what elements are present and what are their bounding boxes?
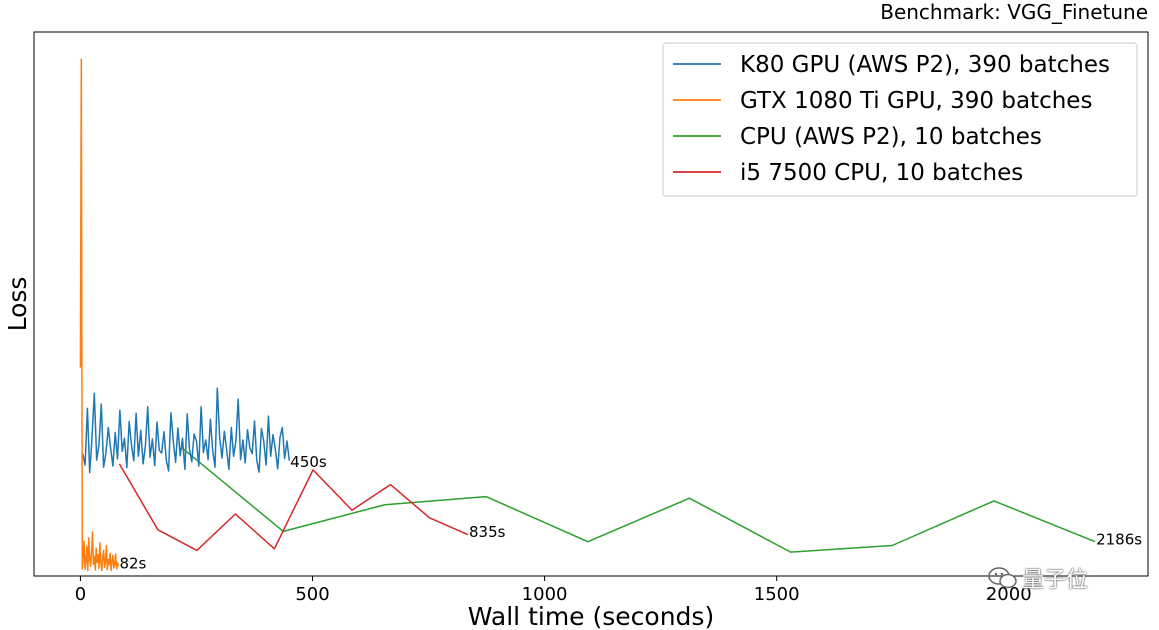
watermark-text: 量子位 xyxy=(1022,568,1089,593)
x-axis: 0 500 1000 1500 2000 xyxy=(75,576,1032,605)
x-tick-label-2: 1000 xyxy=(522,584,568,605)
chart-title: Benchmark: VGG_Finetune xyxy=(880,0,1148,24)
end-label-1: 82s xyxy=(119,554,146,572)
y-axis-label: Loss xyxy=(3,277,32,332)
x-tick-label-3: 1500 xyxy=(754,584,800,605)
wechat-icon xyxy=(988,567,1017,589)
legend: K80 GPU (AWS P2), 390 batches GTX 1080 Ti… xyxy=(662,42,1138,197)
x-axis-label: Wall time (seconds) xyxy=(468,602,714,630)
plot-frame xyxy=(33,31,1149,577)
end-labels: 450s 82s 2186s 835s xyxy=(119,453,1142,573)
end-label-3: 835s xyxy=(469,523,506,541)
series-layer xyxy=(79,58,1096,572)
legend-label-1: GTX 1080 Ti GPU, 390 batches xyxy=(740,88,1092,114)
legend-box xyxy=(662,42,1138,197)
legend-label-0: K80 GPU (AWS P2), 390 batches xyxy=(740,52,1110,78)
series-line-2 xyxy=(181,447,1096,553)
x-tick-label-1: 500 xyxy=(295,584,329,605)
x-tick-label-0: 0 xyxy=(75,584,86,605)
legend-label-2: CPU (AWS P2), 10 batches xyxy=(740,124,1042,150)
series-line-0 xyxy=(81,387,291,474)
x-tick-label-4: 2000 xyxy=(986,584,1032,605)
legend-label-3: i5 7500 CPU, 10 batches xyxy=(740,160,1023,186)
end-label-2: 2186s xyxy=(1096,531,1142,549)
series-line-1 xyxy=(79,58,120,572)
watermark: 量子位 xyxy=(988,562,1088,594)
end-label-0: 450s xyxy=(290,453,327,471)
series-line-3 xyxy=(118,463,469,552)
